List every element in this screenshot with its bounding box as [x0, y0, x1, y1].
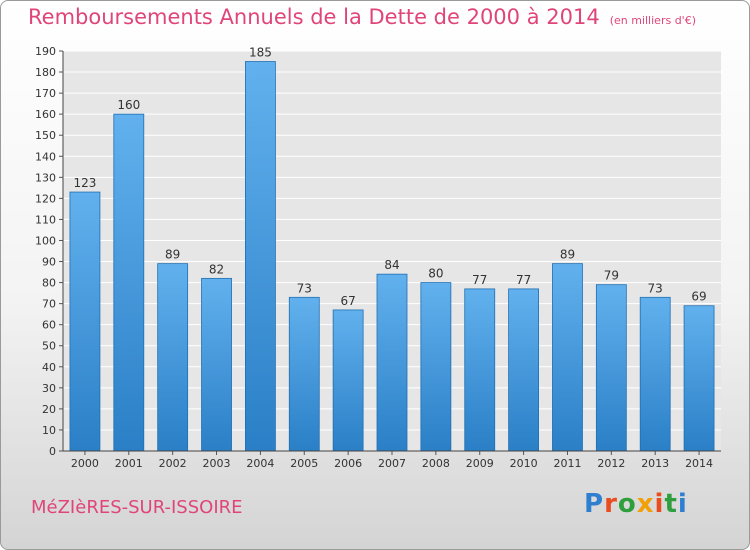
- y-tick-label: 170: [35, 87, 56, 100]
- logo-letter: P: [584, 489, 605, 519]
- bar-value-label: 69: [691, 290, 706, 304]
- x-tick-label: 2004: [246, 457, 274, 470]
- bar-value-label: 77: [516, 273, 531, 287]
- bar-value-label: 89: [165, 248, 180, 262]
- y-tick-label: 10: [42, 424, 56, 437]
- y-tick-label: 160: [35, 108, 56, 121]
- y-tick-label: 140: [35, 150, 56, 163]
- bar-value-label: 123: [73, 176, 96, 190]
- bar: [683, 305, 715, 452]
- bar: [244, 61, 276, 452]
- bar: [157, 263, 189, 452]
- y-tick-label: 180: [35, 66, 56, 79]
- logo-letter: x: [636, 489, 655, 519]
- y-tick-label: 190: [35, 45, 56, 58]
- x-tick-label: 2001: [115, 457, 143, 470]
- x-tick-label: 2002: [159, 457, 187, 470]
- bar-value-label: 185: [249, 46, 272, 60]
- bar: [595, 284, 627, 452]
- bar-value-label: 73: [297, 281, 312, 295]
- bar-value-label: 67: [340, 294, 355, 308]
- logo-letter: i: [677, 489, 688, 519]
- city-name: MéZIèRES-SUR-ISSOIRE: [31, 497, 243, 518]
- x-tick-label: 2011: [553, 457, 581, 470]
- x-tick-label: 2005: [290, 457, 318, 470]
- bar-value-label: 77: [472, 273, 487, 287]
- bar-value-label: 160: [117, 98, 140, 112]
- x-tick-label: 2008: [422, 457, 450, 470]
- x-tick-label: 2006: [334, 457, 362, 470]
- unit-text: (en milliers d'€): [609, 14, 696, 27]
- x-tick-label: 2010: [510, 457, 538, 470]
- y-tick-label: 50: [42, 340, 56, 353]
- x-tick-label: 2009: [466, 457, 494, 470]
- bar-value-label: 82: [209, 262, 224, 276]
- bar-value-label: 79: [604, 269, 619, 283]
- y-tick-label: 60: [42, 319, 56, 332]
- bar: [508, 288, 540, 452]
- x-tick-label: 2012: [597, 457, 625, 470]
- logo-letter: o: [617, 489, 637, 519]
- x-tick-label: 2013: [641, 457, 669, 470]
- logo-letter: r: [604, 489, 618, 519]
- x-tick-label: 2003: [203, 457, 231, 470]
- x-tick-label: 2007: [378, 457, 406, 470]
- bar-value-label: 73: [648, 281, 663, 295]
- logo-letter: t: [664, 489, 678, 519]
- y-tick-label: 90: [42, 256, 56, 269]
- y-tick-label: 20: [42, 403, 56, 416]
- y-tick-label: 130: [35, 171, 56, 184]
- y-tick-label: 70: [42, 298, 56, 311]
- proxiti-logo: Proxiti: [584, 489, 688, 519]
- bar: [113, 113, 145, 452]
- y-tick-label: 40: [42, 361, 56, 374]
- bar-value-label: 80: [428, 267, 443, 281]
- bar: [420, 282, 452, 452]
- y-tick-label: 100: [35, 234, 56, 247]
- logo-letter: i: [654, 489, 665, 519]
- bar: [639, 296, 671, 452]
- y-tick-label: 120: [35, 192, 56, 205]
- chart-title: Remboursements Annuels de la Dette de 20…: [28, 5, 696, 29]
- y-tick-label: 110: [35, 213, 56, 226]
- bar: [69, 191, 101, 452]
- bar: [201, 277, 232, 452]
- bar-value-label: 89: [560, 248, 575, 262]
- y-tick-label: 80: [42, 277, 56, 290]
- x-tick-label: 2014: [685, 457, 713, 470]
- x-tick-label: 2000: [71, 457, 99, 470]
- bar: [288, 296, 320, 452]
- bar: [376, 273, 408, 452]
- y-tick-label: 0: [49, 445, 56, 458]
- bar: [552, 263, 583, 452]
- bar: [332, 309, 364, 452]
- bar: [464, 288, 496, 452]
- y-tick-label: 30: [42, 382, 56, 395]
- y-tick-label: 150: [35, 129, 56, 142]
- bar-value-label: 84: [384, 258, 399, 272]
- title-text: Remboursements Annuels de la Dette de 20…: [28, 5, 600, 29]
